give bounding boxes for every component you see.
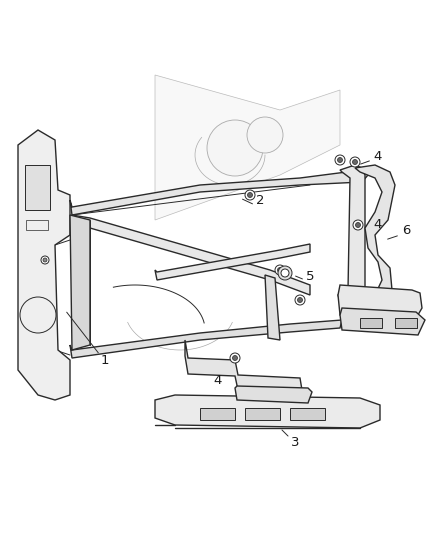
Circle shape <box>353 159 357 165</box>
Circle shape <box>353 220 363 230</box>
Polygon shape <box>70 170 368 215</box>
Polygon shape <box>185 340 302 390</box>
Circle shape <box>295 295 305 305</box>
Polygon shape <box>155 395 380 428</box>
Polygon shape <box>338 285 422 320</box>
Polygon shape <box>265 275 280 340</box>
Polygon shape <box>245 408 280 420</box>
Circle shape <box>338 157 343 163</box>
Circle shape <box>278 268 283 272</box>
Polygon shape <box>355 165 395 308</box>
Text: 3: 3 <box>291 437 299 449</box>
Circle shape <box>245 190 255 200</box>
Circle shape <box>41 256 49 264</box>
Polygon shape <box>155 244 310 280</box>
Text: 5: 5 <box>306 270 314 282</box>
Polygon shape <box>235 386 312 403</box>
Text: 4: 4 <box>374 149 382 163</box>
Circle shape <box>247 117 283 153</box>
Circle shape <box>281 269 289 277</box>
Polygon shape <box>70 215 90 350</box>
Polygon shape <box>155 75 340 220</box>
Circle shape <box>207 120 263 176</box>
Circle shape <box>230 353 240 363</box>
Polygon shape <box>338 165 365 302</box>
Circle shape <box>43 258 47 262</box>
Polygon shape <box>340 308 425 335</box>
Polygon shape <box>25 165 50 210</box>
Circle shape <box>247 192 252 198</box>
Circle shape <box>278 266 292 280</box>
Polygon shape <box>72 215 310 295</box>
Text: 1: 1 <box>101 353 109 367</box>
Circle shape <box>297 297 303 303</box>
Polygon shape <box>18 130 70 400</box>
Polygon shape <box>360 318 382 328</box>
Circle shape <box>335 155 345 165</box>
Circle shape <box>350 157 360 167</box>
Text: 6: 6 <box>402 224 410 238</box>
Polygon shape <box>395 318 417 328</box>
Text: 4: 4 <box>214 374 222 386</box>
Circle shape <box>233 356 237 360</box>
Circle shape <box>275 265 285 275</box>
Text: 4: 4 <box>374 217 382 230</box>
Polygon shape <box>290 408 325 420</box>
Polygon shape <box>70 320 342 358</box>
Circle shape <box>356 222 360 228</box>
Polygon shape <box>200 408 235 420</box>
Text: 2: 2 <box>256 193 264 206</box>
